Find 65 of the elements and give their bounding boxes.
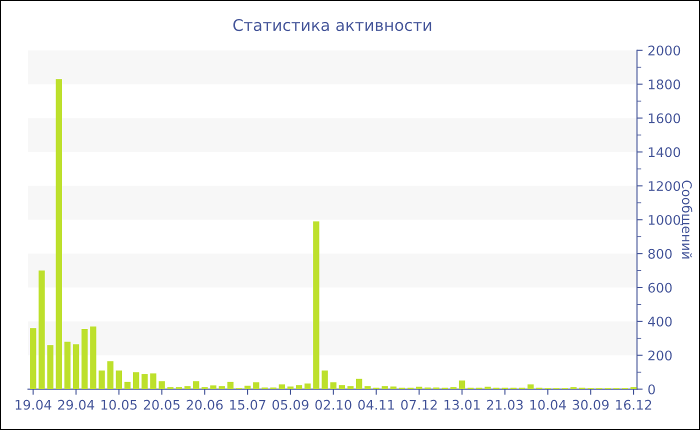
bar: [390, 386, 396, 390]
bar: [227, 382, 234, 390]
bar: [47, 345, 54, 390]
bar: [132, 372, 140, 390]
bar: [30, 328, 36, 390]
x-tick-label: 16.12: [616, 400, 652, 410]
bar: [347, 386, 354, 390]
bar: [253, 382, 260, 390]
x-tick-label: 15.07: [230, 400, 266, 410]
chart-title: Статистика активности: [233, 19, 432, 32]
bar: [313, 221, 320, 390]
x-tick-label: 30.09: [572, 400, 609, 410]
y-tick-label: 0: [648, 384, 655, 394]
bar: [56, 79, 62, 390]
bar: [287, 386, 294, 390]
y-tick-label: 1600: [648, 113, 680, 124]
bar: [304, 384, 311, 390]
bar: [382, 386, 388, 390]
x-tick-label: 10.04: [530, 400, 566, 410]
bar: [82, 329, 88, 390]
bar: [107, 361, 114, 390]
bar: [64, 342, 71, 390]
bar: [90, 326, 96, 390]
x-tick-label: 20.05: [144, 400, 180, 410]
bar: [124, 382, 131, 390]
bar: [150, 373, 156, 390]
bar: [210, 385, 216, 390]
bar: [38, 270, 45, 390]
x-tick-label: 04.11: [358, 400, 394, 410]
x-tick-label: 13.01: [444, 400, 480, 410]
bar: [158, 381, 165, 390]
bar: [278, 384, 285, 390]
y-tick-label: 2000: [648, 46, 680, 56]
x-tick-label: 19.04: [16, 400, 52, 410]
bar: [330, 382, 336, 390]
bar: [98, 370, 105, 390]
y-tick-label: 400: [648, 316, 672, 327]
bar: [322, 370, 328, 390]
bar: [338, 385, 346, 390]
x-tick-label: 10.05: [101, 400, 137, 410]
x-tick-label: 29.04: [58, 400, 94, 410]
bar: [72, 344, 80, 390]
x-tick-label: 20.06: [186, 400, 223, 410]
y-tick-label: 1200: [648, 181, 680, 192]
x-tick-label: 21.03: [486, 400, 523, 410]
bar: [364, 386, 371, 390]
bar: [193, 381, 200, 390]
y-tick-label: 1800: [648, 79, 680, 90]
bar: [458, 380, 466, 390]
bar: [184, 386, 191, 390]
x-tick-label: 02.10: [315, 400, 352, 410]
y-tick-label: 1400: [648, 147, 680, 158]
y-tick-label: 1000: [648, 214, 680, 225]
x-tick-label: 05.09: [272, 400, 308, 410]
x-tick-label: 07.12: [401, 400, 437, 410]
bar: [528, 384, 534, 390]
bar: [142, 374, 148, 390]
bar: [218, 386, 225, 390]
y-tick-label: 200: [648, 350, 672, 360]
bar: [116, 370, 122, 390]
y-axis-title: Сообщений: [680, 180, 692, 258]
bar: [296, 385, 302, 390]
y-tick-label: 600: [648, 282, 672, 293]
bar: [356, 378, 362, 390]
y-tick-label: 800: [648, 248, 672, 259]
